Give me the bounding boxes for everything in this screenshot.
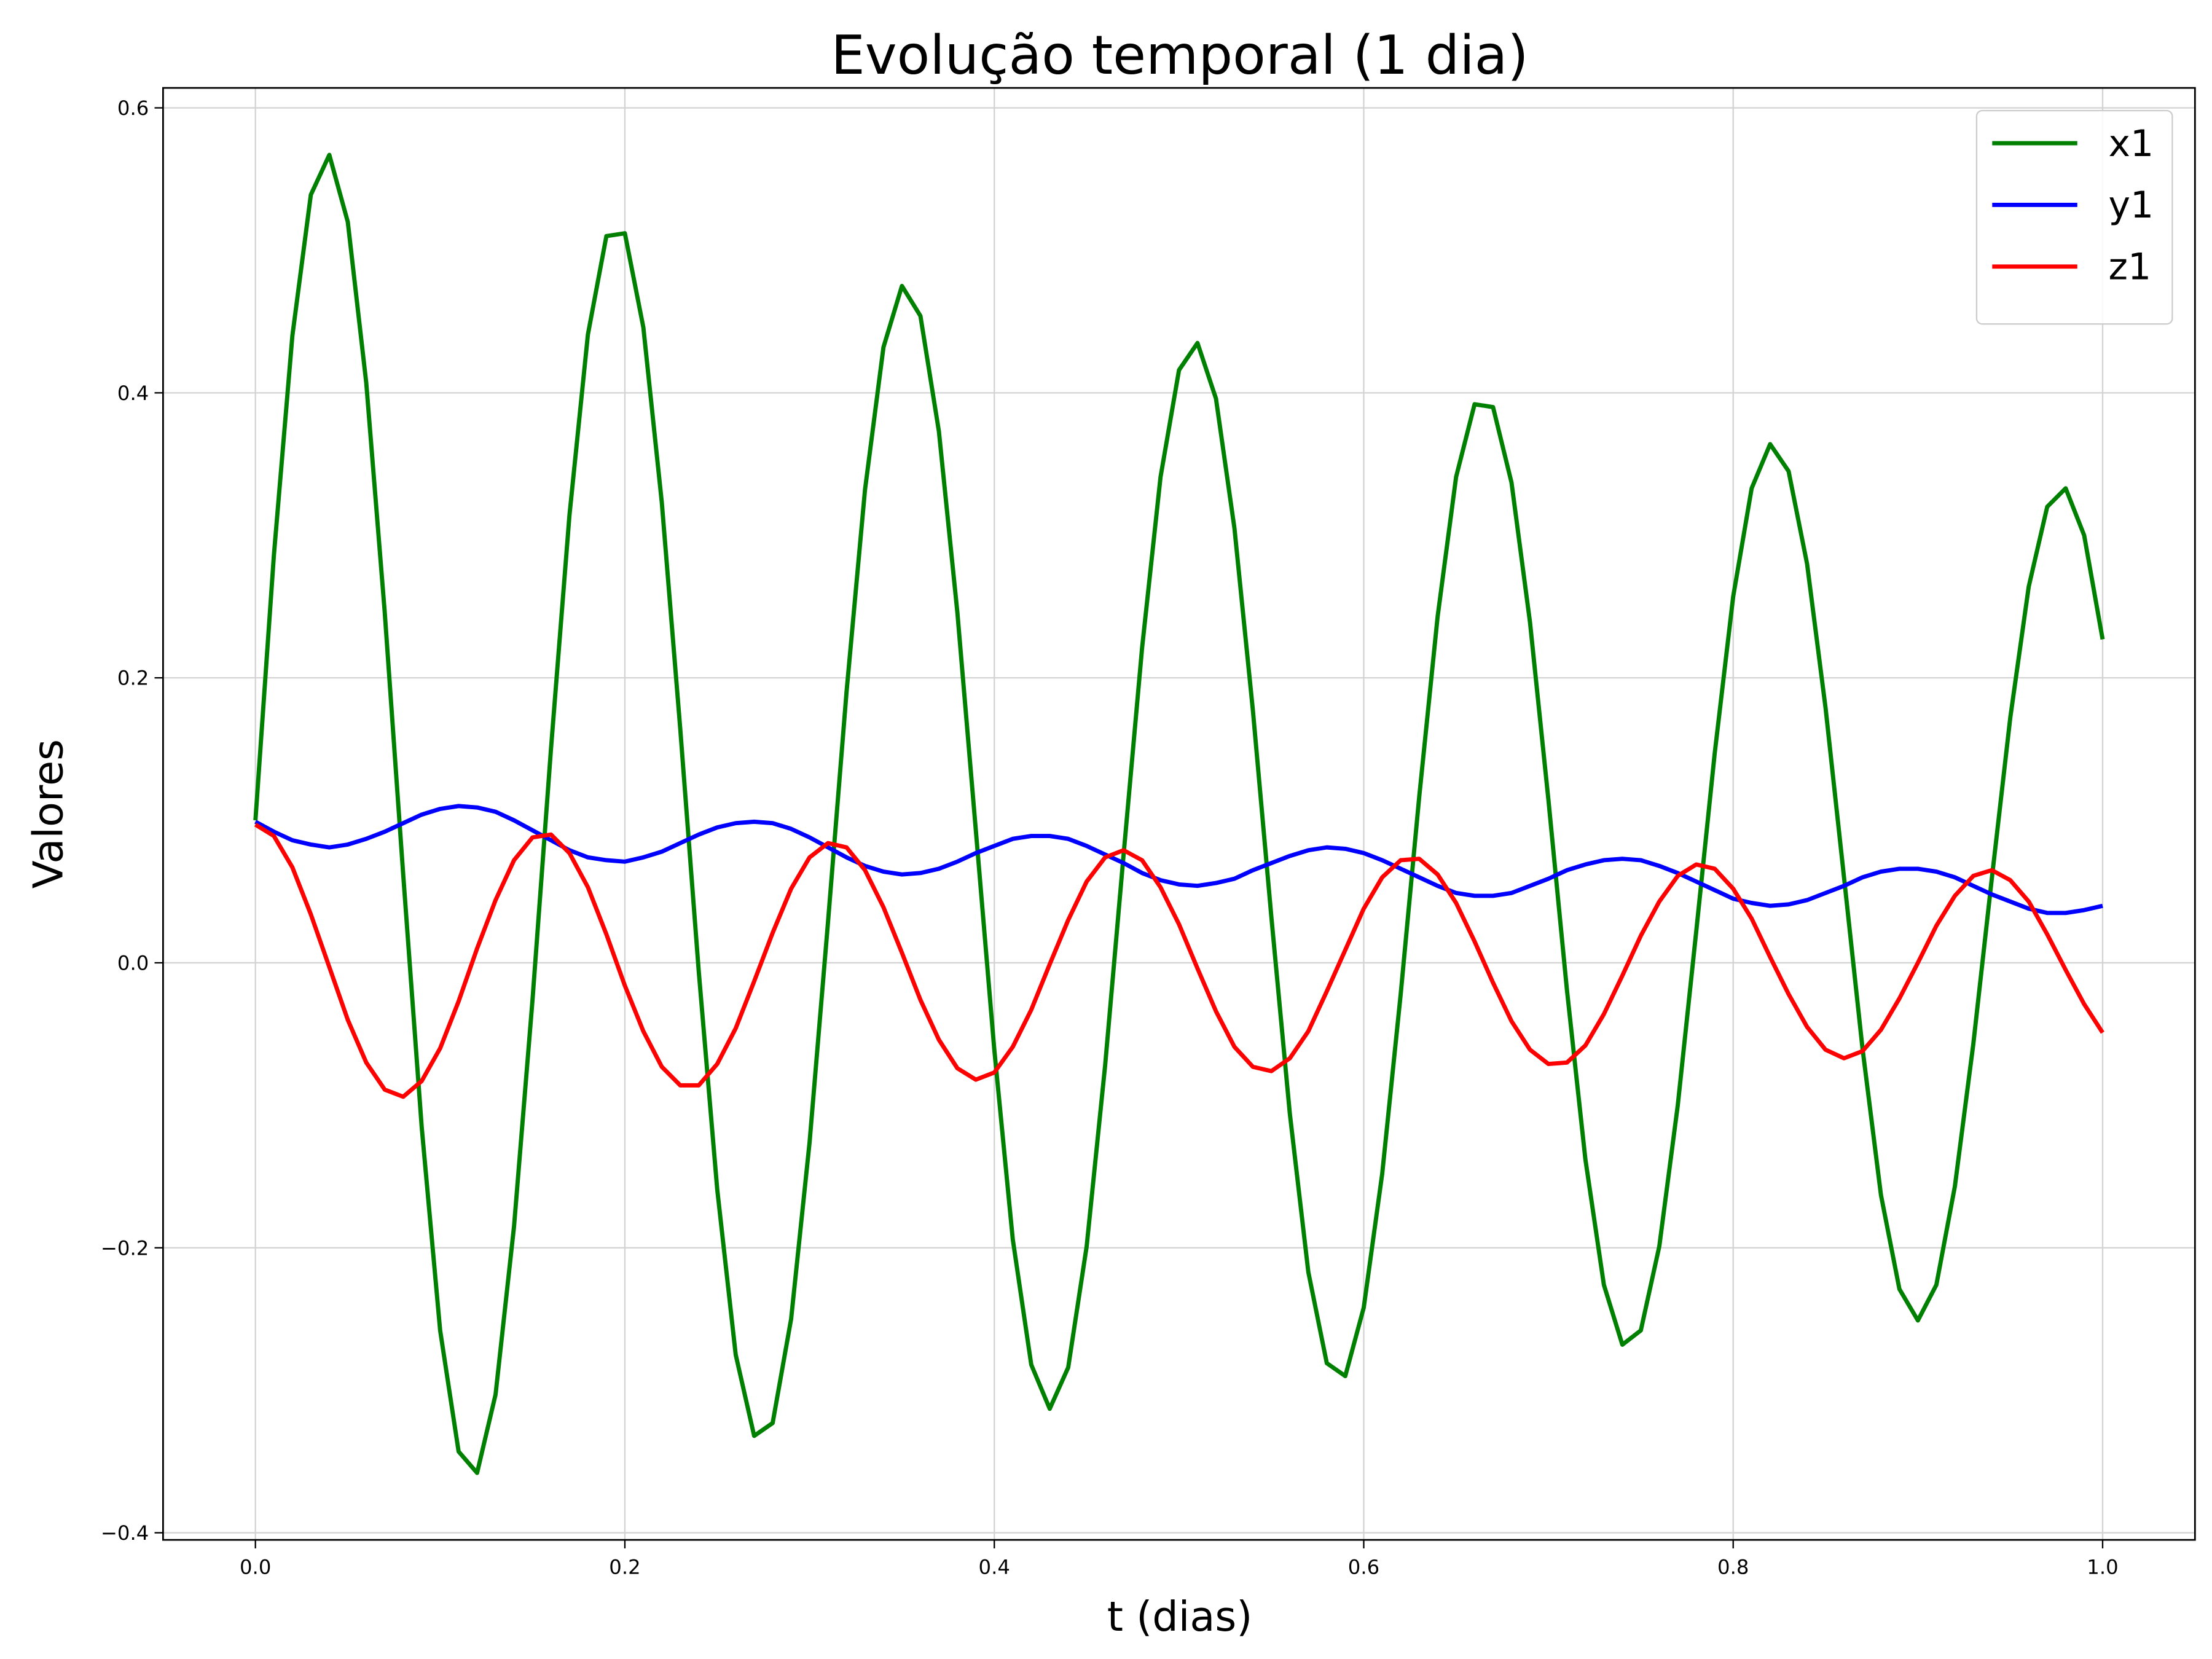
x-tick-label: 0.8 [1717, 1556, 1749, 1579]
y-tick-label: 0.4 [117, 382, 149, 405]
line-z1 [254, 823, 2104, 1099]
plot-lines [253, 152, 2105, 1475]
legend-box [1975, 109, 2173, 325]
y-tick-label: −0.4 [101, 1521, 149, 1545]
x-tick-label: 0.4 [979, 1556, 1010, 1579]
y-axis-label: Valores [25, 739, 73, 888]
y-tick-label: 0.0 [117, 951, 149, 975]
y-tick-label: −0.2 [101, 1236, 149, 1260]
x-axis-label: t (dias) [1107, 1593, 1253, 1641]
chart-title: Evolução temporal (1 dia) [831, 24, 1528, 87]
legend-label: z1 [2109, 246, 2152, 289]
legend-label: y1 [2109, 184, 2154, 227]
x-tick-label: 0.2 [609, 1556, 640, 1579]
x-tick-label: 1.0 [2087, 1556, 2118, 1579]
legend: x1 y1 z1 [1975, 109, 2173, 325]
x-tick-label: 0.0 [240, 1556, 271, 1579]
grid [163, 88, 2195, 1540]
axes-frame [162, 87, 2196, 1541]
x-tick-label: 0.6 [1348, 1556, 1379, 1579]
y-tick-label: 0.6 [117, 96, 149, 120]
legend-label: x1 [2109, 122, 2154, 165]
ticks: 0.0 0.2 0.4 0.6 0.8 1.0 −0.4 −0.2 0.0 0.2 0.4 0.6 [101, 96, 2119, 1579]
line-x1 [253, 152, 2105, 1475]
y-tick-label: 0.2 [117, 667, 149, 690]
